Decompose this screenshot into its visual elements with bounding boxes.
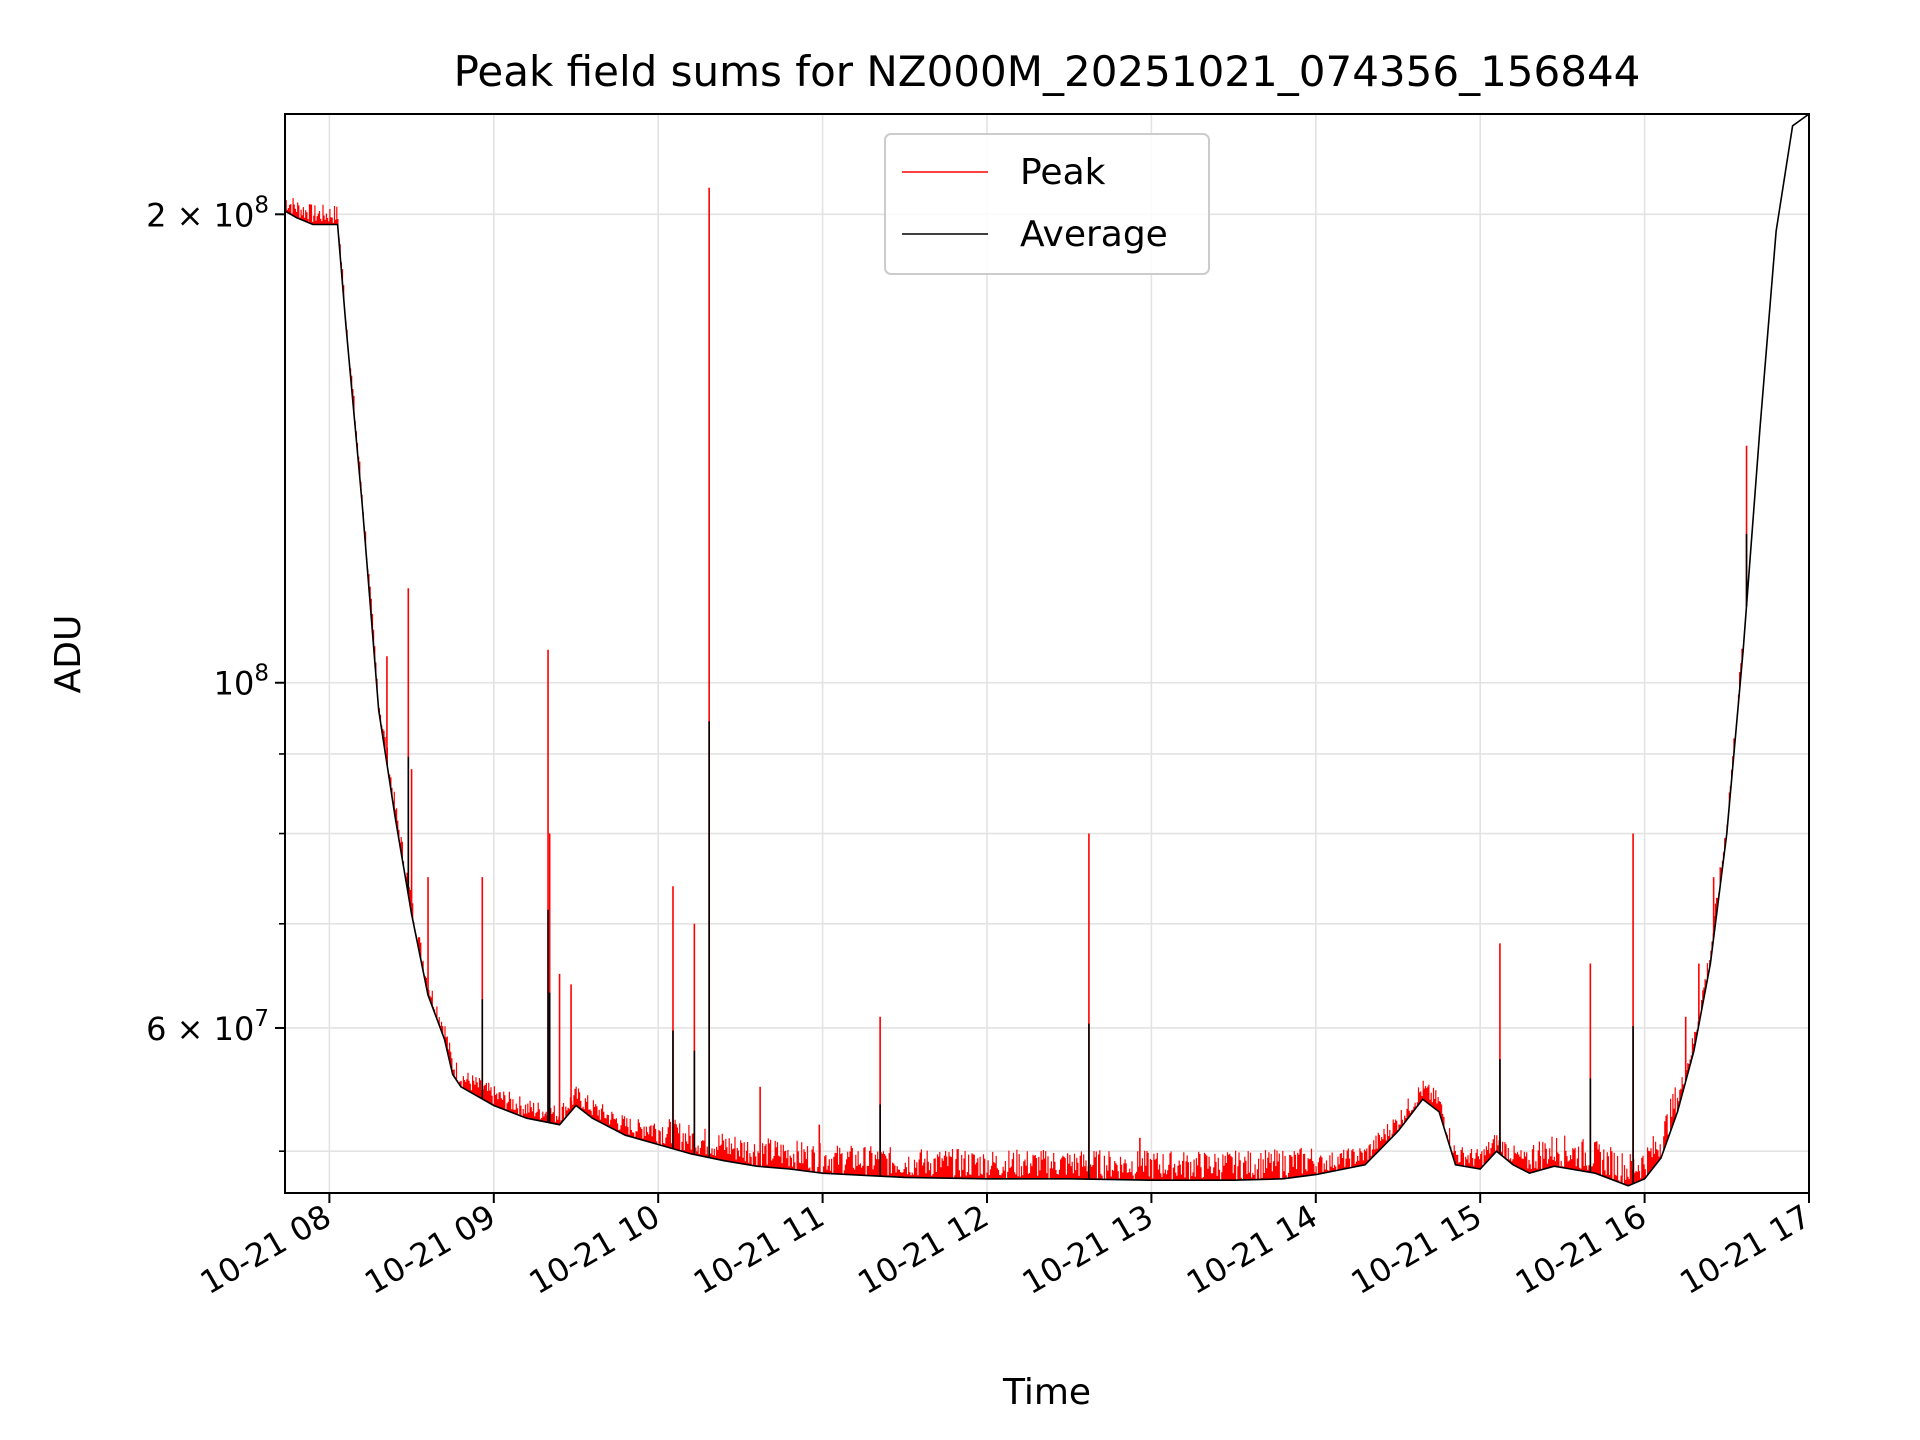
x-tick-label: 10-21 14 — [1180, 1197, 1324, 1302]
grid-lines — [285, 114, 1809, 1193]
x-tick-label: 10-21 08 — [194, 1197, 338, 1302]
x-tick-label: 10-21 15 — [1345, 1197, 1489, 1302]
x-axis-label: Time — [1002, 1372, 1091, 1413]
x-tick-label: 10-21 11 — [687, 1197, 831, 1302]
x-tick-label: 10-21 13 — [1016, 1197, 1160, 1302]
legend-peak-label: Peak — [1020, 152, 1106, 193]
y-axis-label: ADU — [48, 615, 89, 694]
x-axis-ticks: 10-21 08 10-21 09 10-21 10 10-21 11 10-21 12… — [194, 1193, 1817, 1302]
peak-noise-band — [284, 198, 1744, 1186]
y-tick-label: 2 × 108 — [146, 192, 269, 234]
chart-title: Peak field sums for NZ000M_20251021_0743… — [454, 47, 1641, 96]
average-spikes — [407, 533, 1748, 1184]
x-tick-label: 10-21 17 — [1673, 1197, 1817, 1302]
x-tick-label: 10-21 10 — [523, 1197, 667, 1302]
peak-series-noise — [284, 198, 1744, 1186]
legend-box — [884, 133, 1210, 275]
y-axis-ticks: 2 × 108 108 6 × 107 — [146, 192, 285, 1152]
legend-average-label: Average — [1020, 214, 1168, 255]
average-series-line — [284, 113, 1810, 1187]
legend: Peak Average — [884, 133, 1210, 275]
plot-area — [284, 113, 1810, 1194]
x-tick-label: 10-21 16 — [1509, 1197, 1653, 1302]
y-tick-label: 6 × 107 — [146, 1006, 269, 1048]
x-tick-label: 10-21 09 — [358, 1197, 502, 1302]
y-tick-label: 108 — [214, 661, 269, 703]
peak-spikes — [308, 187, 1748, 1184]
x-tick-label: 10-21 12 — [851, 1197, 995, 1302]
